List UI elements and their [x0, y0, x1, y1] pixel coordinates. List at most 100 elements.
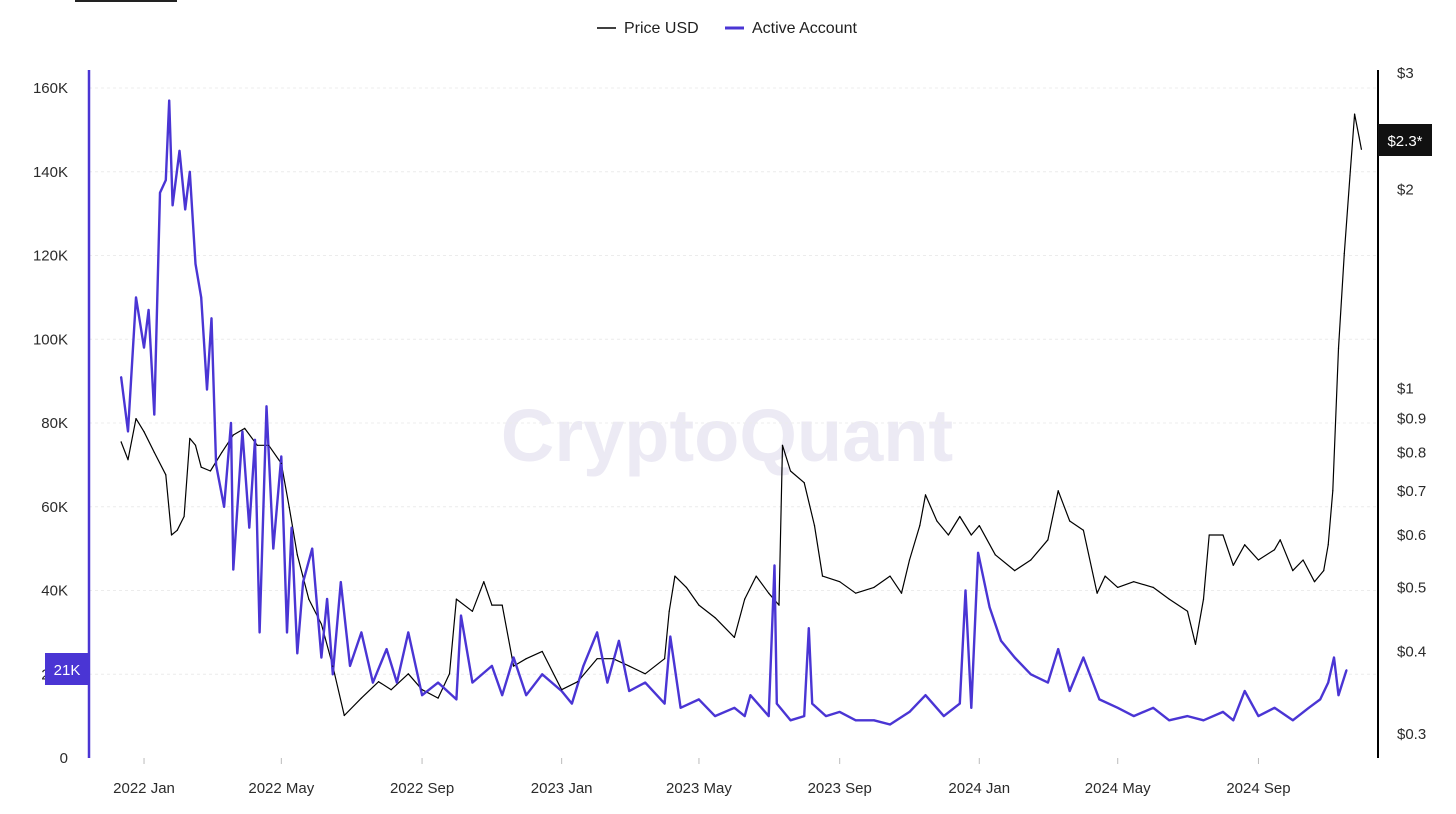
price-usd-point	[448, 673, 451, 675]
price-usd-point	[1358, 136, 1360, 138]
active-account-point	[437, 681, 439, 684]
legend-item-active-account[interactable]: Active Account	[725, 20, 858, 37]
x-axis-ticks: 2022 Jan 2022 May 2022 Sep 2023 Jan 2023 May…	[113, 758, 1291, 797]
price-usd-point	[821, 575, 824, 577]
active-account-point	[320, 656, 323, 659]
price-usd-point	[170, 534, 173, 536]
active-account-point	[1232, 719, 1235, 722]
active-account-point	[223, 505, 226, 508]
price-usd-point	[789, 470, 792, 472]
active-account-point	[1319, 698, 1322, 701]
price-usd-point	[541, 650, 543, 653]
active-account-point	[1098, 698, 1101, 701]
price-usd-point	[1186, 610, 1189, 612]
active-account-point	[628, 690, 631, 692]
active-account-point	[360, 631, 363, 634]
active-account-point	[807, 627, 810, 630]
active-account-point	[749, 694, 752, 697]
price-usd-point	[714, 617, 716, 619]
active-account-point	[296, 652, 299, 655]
active-account-point	[326, 597, 328, 600]
active-account-point	[854, 719, 857, 722]
price-usd-point	[1014, 570, 1016, 572]
price-usd-point	[970, 534, 972, 536]
active-account-point	[1243, 690, 1246, 692]
active-account-point	[280, 455, 283, 458]
price-usd-point	[1232, 564, 1234, 566]
active-account-point	[775, 702, 778, 705]
price-usd-point	[390, 689, 392, 691]
price-usd-point	[1257, 559, 1260, 561]
price-usd-point	[127, 459, 129, 461]
price-usd-point	[525, 658, 527, 660]
price-usd-point	[668, 610, 670, 612]
price-usd-point	[919, 525, 921, 527]
price-usd-point	[803, 482, 805, 484]
price-usd-point	[1096, 592, 1098, 594]
active-account-point	[143, 346, 145, 349]
price-usd-point	[936, 520, 938, 522]
price-usd-point	[1057, 490, 1059, 492]
price-usd-point	[143, 431, 145, 433]
price-usd-point	[120, 441, 122, 443]
active-account-point	[571, 702, 573, 705]
price-usd-point	[908, 559, 911, 561]
price-usd-point	[1343, 252, 1345, 255]
active-account-point	[825, 715, 827, 718]
left-tick-label: 40K	[41, 583, 68, 600]
price-usd-point	[455, 598, 457, 600]
price-usd-point	[501, 604, 503, 606]
legend-item-price-usd[interactable]: Price USD	[597, 20, 699, 37]
price-usd-point	[839, 581, 841, 583]
active-account-point	[164, 179, 167, 182]
active-account-point	[1013, 656, 1016, 659]
active-account-point	[1222, 711, 1224, 713]
price-usd-point	[781, 444, 784, 446]
price-usd-point	[1194, 643, 1197, 645]
active-account-point	[178, 149, 181, 152]
active-account-point	[1337, 694, 1340, 697]
price-usd-point	[320, 623, 322, 625]
price-usd-point	[1117, 586, 1119, 588]
legend-label-active-account: Active Account	[752, 20, 858, 37]
left-tick-label: 120K	[33, 248, 68, 265]
price-usd-point	[959, 515, 961, 518]
price-usd-point	[596, 658, 598, 660]
active-account-point	[582, 664, 585, 667]
active-account-point	[339, 581, 342, 584]
price-usd-point	[407, 673, 409, 675]
x-tick-label: 2024 Sep	[1226, 780, 1290, 797]
price-usd-point	[1030, 559, 1032, 561]
right-tick-label: $3	[1397, 65, 1414, 82]
price-usd-point	[1279, 539, 1281, 541]
x-tick-label: 2022 Sep	[390, 780, 454, 797]
price-usd-point	[512, 665, 515, 667]
right-current-badge: $2.3*	[1378, 124, 1432, 156]
price-usd-point	[421, 689, 423, 691]
active-account-point	[970, 706, 973, 709]
active-account-point	[525, 694, 528, 697]
left-badge-background	[45, 653, 89, 685]
right-tick-label: $1	[1397, 380, 1414, 397]
price-usd-point	[256, 444, 258, 446]
price-usd-point	[1208, 534, 1210, 536]
price-usd-point	[288, 507, 290, 509]
price-usd-point	[176, 529, 178, 531]
active-account-point	[232, 568, 235, 571]
left-tick-label: 160K	[33, 80, 68, 97]
right-tick-label: $0.6	[1397, 527, 1426, 544]
left-badge-text: 21K	[54, 662, 81, 679]
left-current-badge: 21K	[45, 653, 89, 685]
active-account-point	[1257, 715, 1260, 718]
active-account-point	[210, 317, 213, 320]
active-account-point	[1168, 719, 1171, 722]
active-account-point	[1082, 656, 1085, 659]
active-account-point	[714, 715, 716, 718]
active-account-point	[241, 430, 244, 433]
price-usd-point	[674, 575, 676, 577]
active-account-point	[560, 690, 563, 692]
active-account-point	[1273, 706, 1276, 709]
left-tick-label: 0	[60, 750, 68, 767]
active-account-point	[153, 413, 156, 416]
right-tick-label: $0.9	[1397, 411, 1426, 428]
